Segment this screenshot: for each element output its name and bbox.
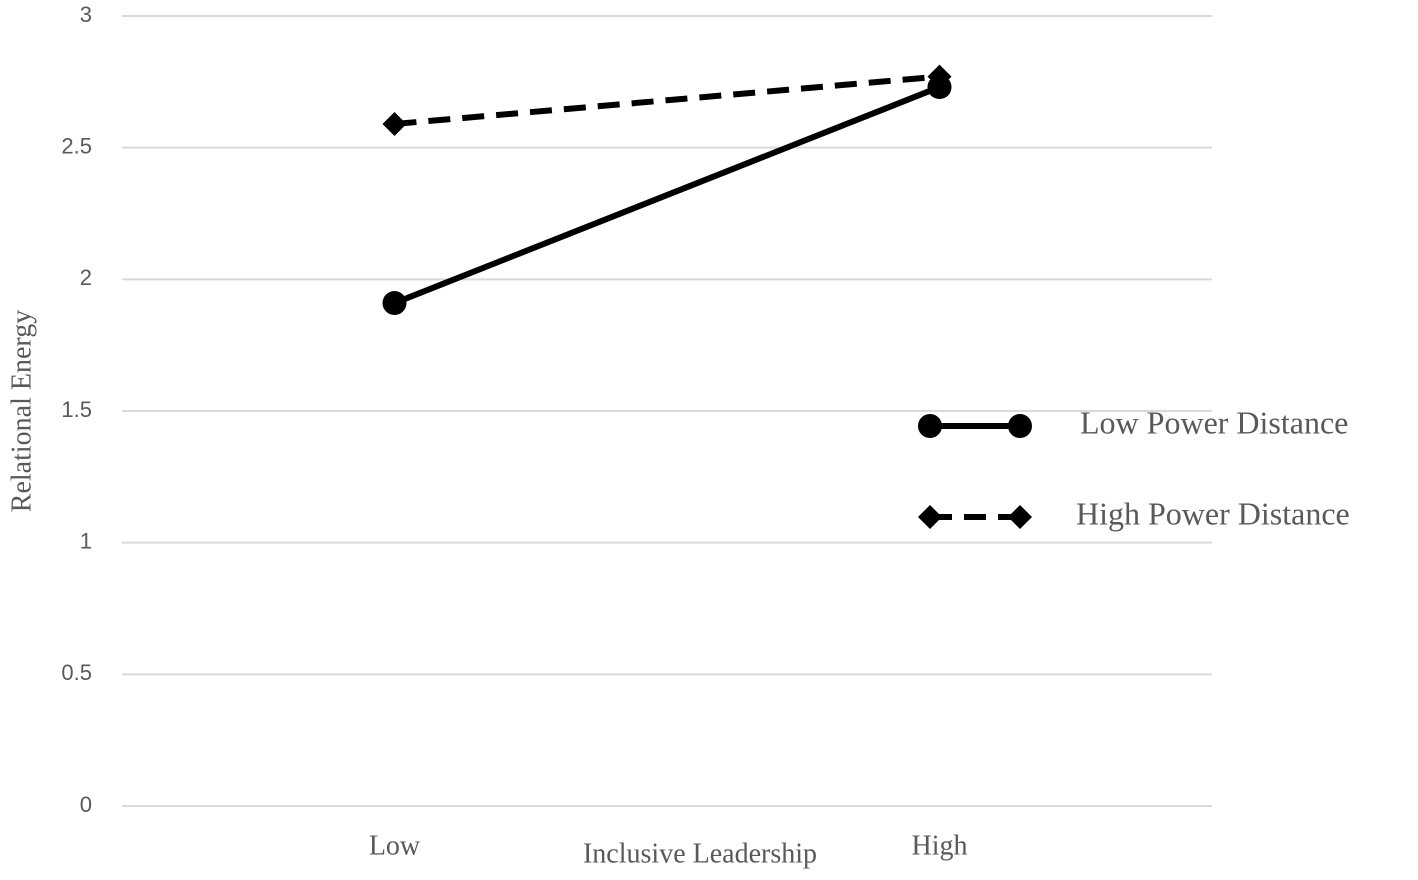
legend-label: Low Power Distance	[1080, 404, 1348, 440]
legend-label: High Power Distance	[1076, 495, 1350, 531]
legend-marker	[1008, 505, 1032, 529]
y-tick-label: 2	[80, 265, 92, 290]
y-tick-label: 0.5	[61, 660, 92, 685]
y-tick-label: 1	[80, 528, 92, 553]
marker	[382, 291, 407, 316]
x-tick-label: High	[912, 830, 968, 861]
y-axis-label: Relational Energy	[6, 310, 37, 512]
y-tick-label: 1.5	[61, 397, 92, 422]
y-tick-label: 3	[80, 2, 92, 27]
marker	[927, 64, 952, 89]
legend-marker	[918, 505, 942, 529]
x-axis-label: Inclusive Leadership	[583, 838, 817, 869]
x-tick-label: Low	[369, 830, 421, 861]
series-line	[394, 73, 940, 127]
legend-marker	[918, 414, 942, 438]
legend-marker	[1008, 414, 1032, 438]
marker	[382, 111, 407, 136]
y-tick-label: 0	[80, 792, 92, 817]
y-tick-label: 2.5	[61, 133, 92, 158]
series-line	[393, 84, 941, 306]
